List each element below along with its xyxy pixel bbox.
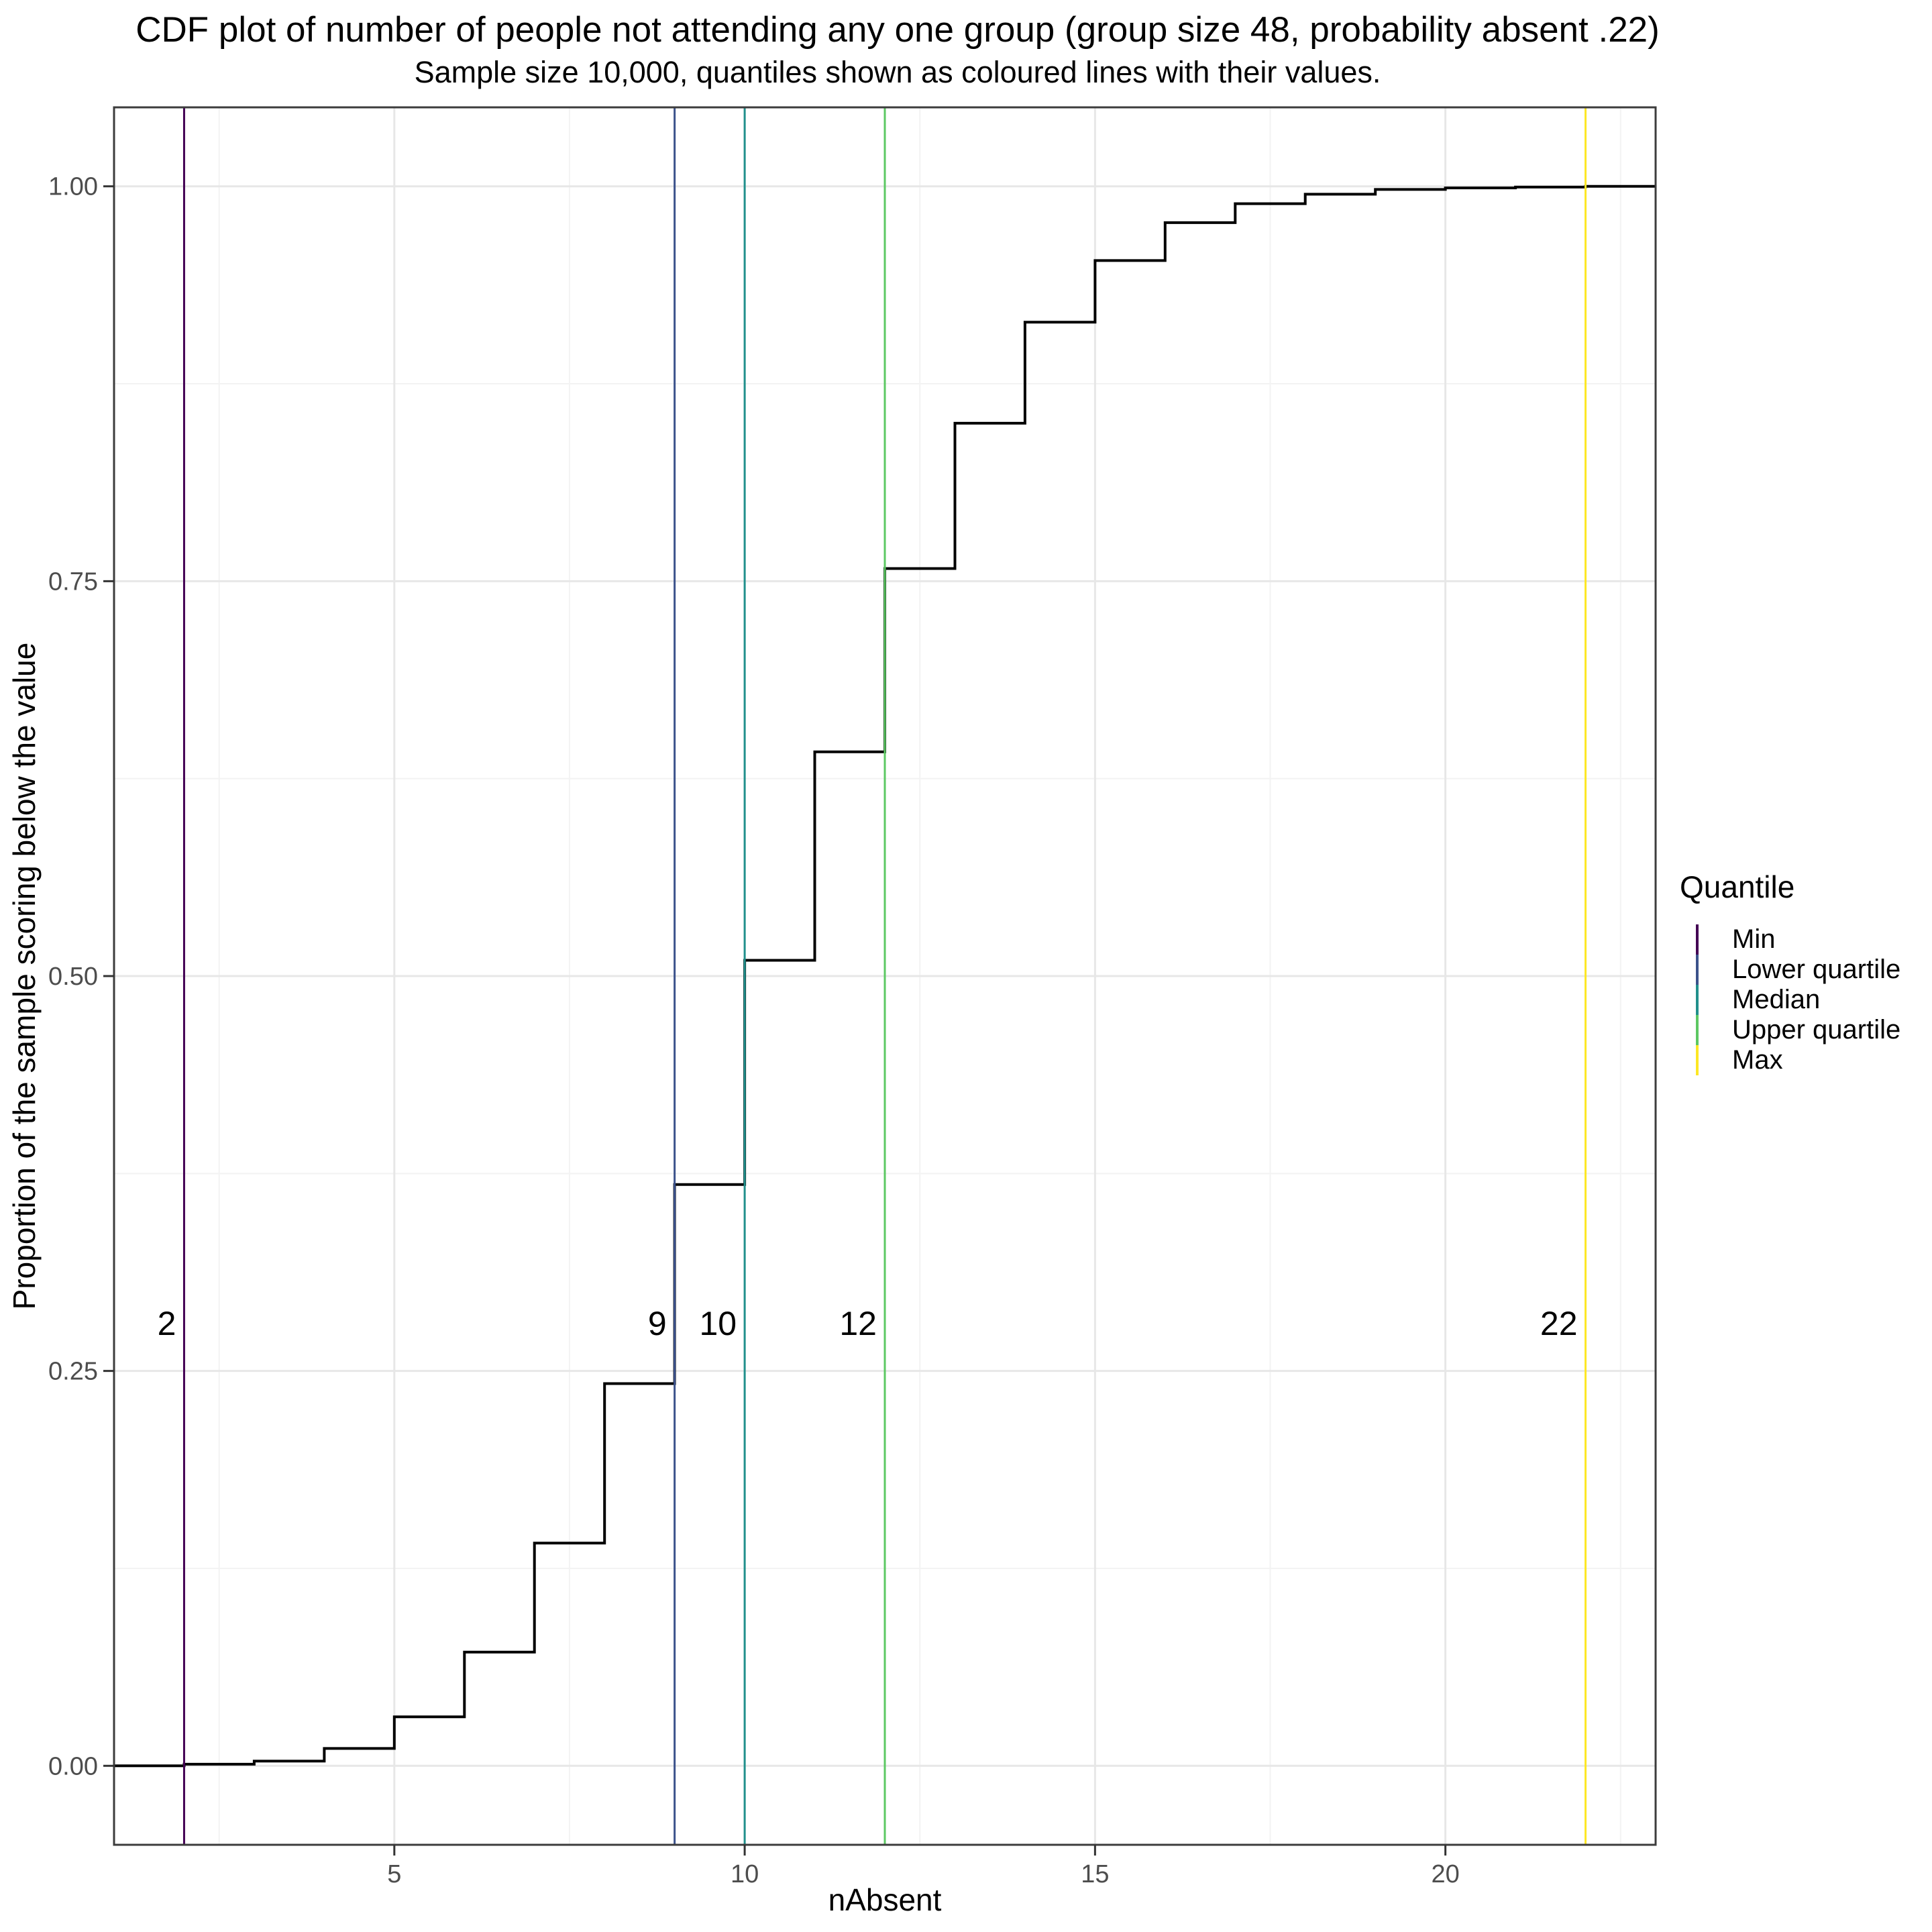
y-tick-label: 1.00 — [48, 173, 98, 201]
plot-subtitle: Sample size 10,000, quantiles shown as c… — [414, 55, 1381, 89]
legend-item-max: Max — [1680, 1045, 1794, 1075]
x-axis-title: nAbsent — [828, 1882, 942, 1917]
x-tick-label: 15 — [1081, 1860, 1109, 1888]
legend-item-label: Median — [1732, 985, 1821, 1014]
quantile-value-label: 12 — [839, 1305, 877, 1342]
legend-key-line-icon — [1696, 1015, 1699, 1045]
quantile-value-label: 22 — [1540, 1305, 1578, 1342]
legend-item-label: Upper quartile — [1732, 1015, 1901, 1044]
legend-key-line-icon — [1696, 1045, 1699, 1075]
quantile-value-label: 9 — [648, 1305, 667, 1342]
legend-item-label: Lower quartile — [1732, 955, 1901, 984]
legend-item-label: Max — [1732, 1045, 1783, 1075]
y-tick-label: 0.00 — [48, 1752, 98, 1780]
legend-item-lower-quartile: Lower quartile — [1680, 955, 1900, 985]
legend-key-line-icon — [1696, 985, 1699, 1015]
legend: Quantile Min Lower quartile Median Upper qu… — [1680, 868, 1900, 1075]
data-layer: 2 9 10 12 22 — [114, 107, 1656, 1845]
x-tick-label: 10 — [731, 1860, 759, 1888]
y-tick-label: 0.25 — [48, 1358, 98, 1386]
x-tick-label: 20 — [1431, 1860, 1459, 1888]
legend-item-median: Median — [1680, 985, 1820, 1015]
y-tick-label: 0.50 — [48, 963, 98, 991]
y-axis-title: Proportion of the sample scoring below t… — [7, 643, 42, 1310]
legend-title: Quantile — [1680, 869, 1795, 904]
x-tick-label: 5 — [387, 1860, 401, 1888]
quantile-value-label: 10 — [699, 1305, 737, 1342]
legend-item-label: Min — [1732, 924, 1776, 954]
axis-layer: 5 10 15 20 0.00 0.25 0.50 0.75 1.00 — [48, 173, 1460, 1888]
legend-item-upper-quartile: Upper quartile — [1680, 1015, 1900, 1045]
y-tick-label: 0.75 — [48, 568, 98, 596]
plot-title: CDF plot of number of people not attendi… — [136, 10, 1660, 50]
legend-key-line-icon — [1696, 955, 1699, 985]
quantile-value-label: 2 — [158, 1305, 176, 1342]
legend-items: Min Lower quartile Median Upper quartile Max — [1680, 924, 1900, 1075]
legend-item-min: Min — [1680, 924, 1794, 955]
legend-key-line-icon — [1696, 924, 1699, 955]
